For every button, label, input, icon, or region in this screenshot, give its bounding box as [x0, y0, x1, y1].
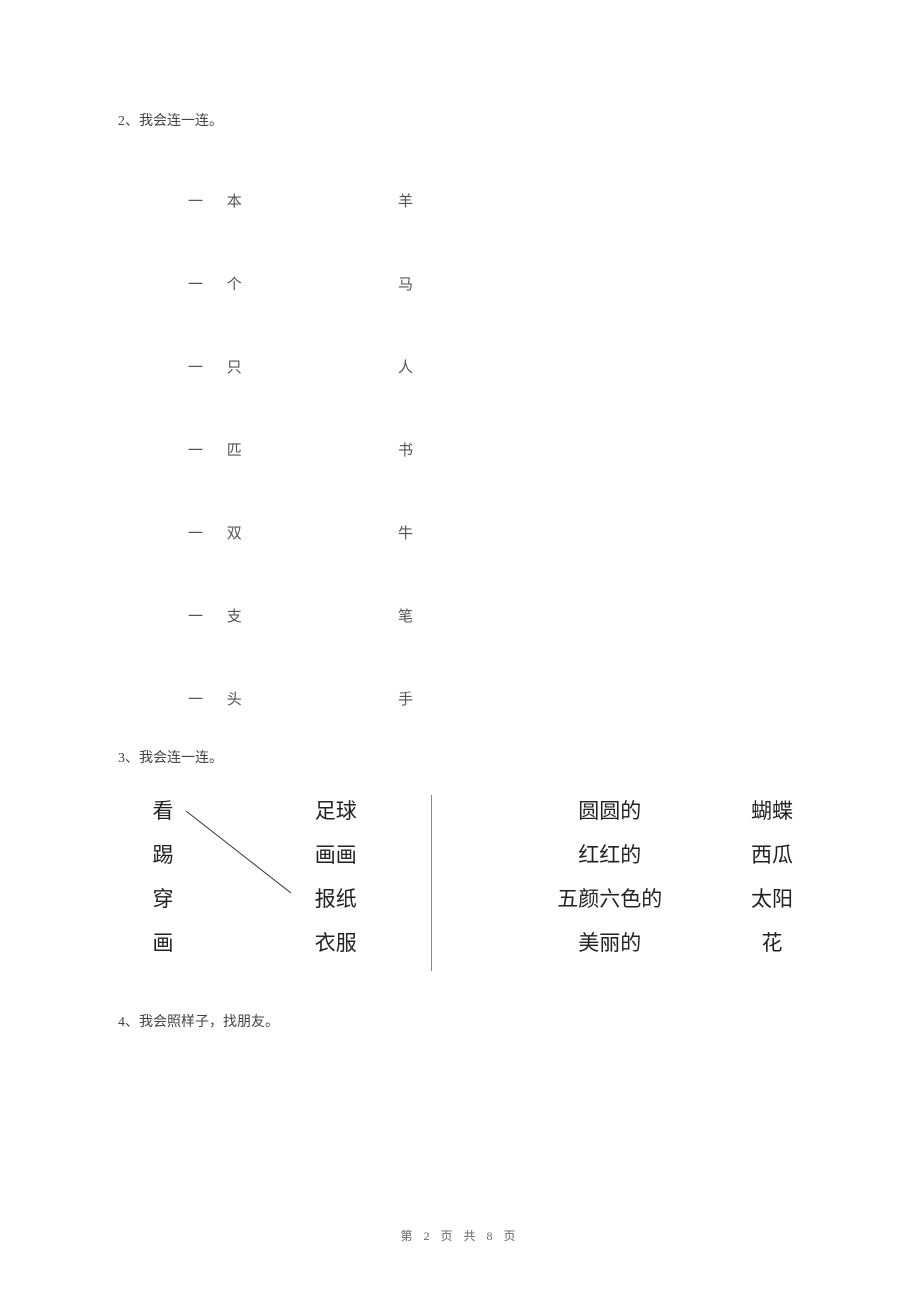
page-footer: 第 2 页 共 8 页	[0, 1227, 920, 1244]
q3-divider	[431, 795, 432, 971]
q2-left-item: 一 只	[188, 356, 268, 377]
q3-left-b: 画画	[301, 839, 371, 869]
q3-right-b: 太阳	[742, 883, 802, 913]
q3-right-a: 五颜六色的	[540, 883, 680, 913]
q3-left-block: 看 足球 踢 画画 穿 报纸 画 衣服	[138, 795, 431, 971]
q2-right-item: 笔	[398, 605, 428, 626]
q2-row: 一 匹 书	[188, 439, 802, 460]
q3-row: 红红的 西瓜	[490, 839, 802, 869]
q3-row: 五颜六色的 太阳	[490, 883, 802, 913]
q3-row: 踢 画画	[138, 839, 431, 869]
q3-left-b: 足球	[301, 795, 371, 825]
q3-header: 3、我会连一连。	[118, 747, 802, 767]
q3-right-a: 红红的	[540, 839, 680, 869]
q2-left-item: 一 本	[188, 190, 268, 211]
q3-left-a: 看	[138, 795, 188, 825]
q2-left-item: 一 头	[188, 688, 268, 709]
q2-right-item: 马	[398, 273, 428, 294]
q3-row: 画 衣服	[138, 927, 431, 957]
q3-right-b: 蝴蝶	[742, 795, 802, 825]
q3-row: 看 足球	[138, 795, 431, 825]
q2-left-item: 一 个	[188, 273, 268, 294]
worksheet-page: 2、我会连一连。 一 本 羊 一 个 马 一 只 人 一 匹 书 一 双 牛 一…	[0, 0, 920, 1302]
q2-right-item: 书	[398, 439, 428, 460]
q3-left-b: 衣服	[301, 927, 371, 957]
q2-row: 一 双 牛	[188, 522, 802, 543]
q2-right-item: 手	[398, 688, 428, 709]
q2-row: 一 头 手	[188, 688, 802, 709]
q2-row: 一 只 人	[188, 356, 802, 377]
q2-row: 一 支 笔	[188, 605, 802, 626]
q3-right-a: 圆圆的	[540, 795, 680, 825]
q3-left-a: 画	[138, 927, 188, 957]
q3-left-a: 穿	[138, 883, 188, 913]
q2-left-item: 一 匹	[188, 439, 268, 460]
q3-row: 穿 报纸	[138, 883, 431, 913]
q2-right-item: 人	[398, 356, 428, 377]
q2-left-item: 一 支	[188, 605, 268, 626]
q3-right-b: 西瓜	[742, 839, 802, 869]
q2-pairs-container: 一 本 羊 一 个 马 一 只 人 一 匹 书 一 双 牛 一 支 笔 一 头 …	[188, 190, 802, 709]
q2-row: 一 个 马	[188, 273, 802, 294]
q2-right-item: 羊	[398, 190, 428, 211]
q3-right-b: 花	[742, 927, 802, 957]
q2-header: 2、我会连一连。	[118, 110, 802, 130]
q4-header: 4、我会照样子，找朋友。	[118, 1011, 802, 1031]
q3-container: 看 足球 踢 画画 穿 报纸 画 衣服 圆圆的 蝴蝶 红红的	[138, 795, 802, 971]
q3-left-a: 踢	[138, 839, 188, 869]
q3-row: 美丽的 花	[490, 927, 802, 957]
q3-right-block: 圆圆的 蝴蝶 红红的 西瓜 五颜六色的 太阳 美丽的 花	[490, 795, 802, 971]
q3-right-a: 美丽的	[540, 927, 680, 957]
q2-row: 一 本 羊	[188, 190, 802, 211]
q3-left-b: 报纸	[301, 883, 371, 913]
q3-row: 圆圆的 蝴蝶	[490, 795, 802, 825]
q2-left-item: 一 双	[188, 522, 268, 543]
q2-right-item: 牛	[398, 522, 428, 543]
